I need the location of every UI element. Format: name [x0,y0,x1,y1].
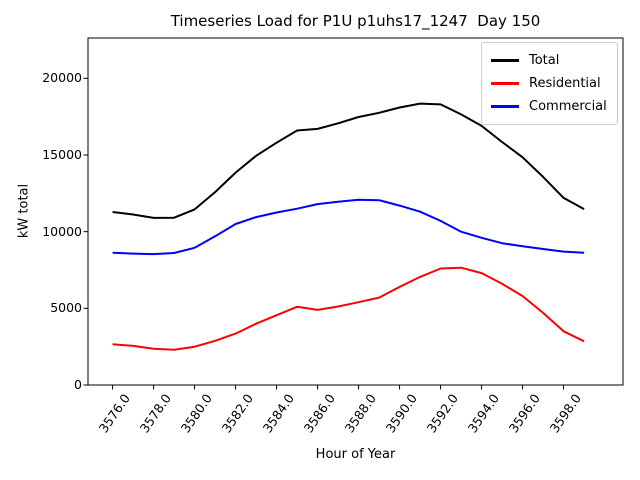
line-commercial [112,198,585,256]
axes-spines [87,37,624,386]
y-tick-label: 5000 [50,300,82,316]
x-axis-label: Hour of Year [315,447,396,462]
legend-item-residential: Residential [491,72,608,95]
chart-title: Timeseries Load for P1U p1uhs17_1247 Day… [170,12,541,30]
y-tick-label: 20000 [42,70,82,86]
legend-label: Residential [529,76,601,91]
legend-swatch-residential [491,82,519,85]
legend-item-total: Total [491,49,608,72]
legend-swatch-commercial [491,105,519,108]
y-tick-label: 15000 [42,146,82,162]
y-tick-label: 0 [74,377,82,392]
line-residential [112,266,585,351]
legend: Total Residential Commercial [481,42,618,125]
legend-label: Commercial [529,99,607,114]
line-total [112,102,585,219]
legend-label: Total [529,53,560,68]
legend-swatch-total [491,59,519,62]
y-tick-label: 10000 [42,223,82,239]
legend-item-commercial: Commercial [491,95,608,118]
